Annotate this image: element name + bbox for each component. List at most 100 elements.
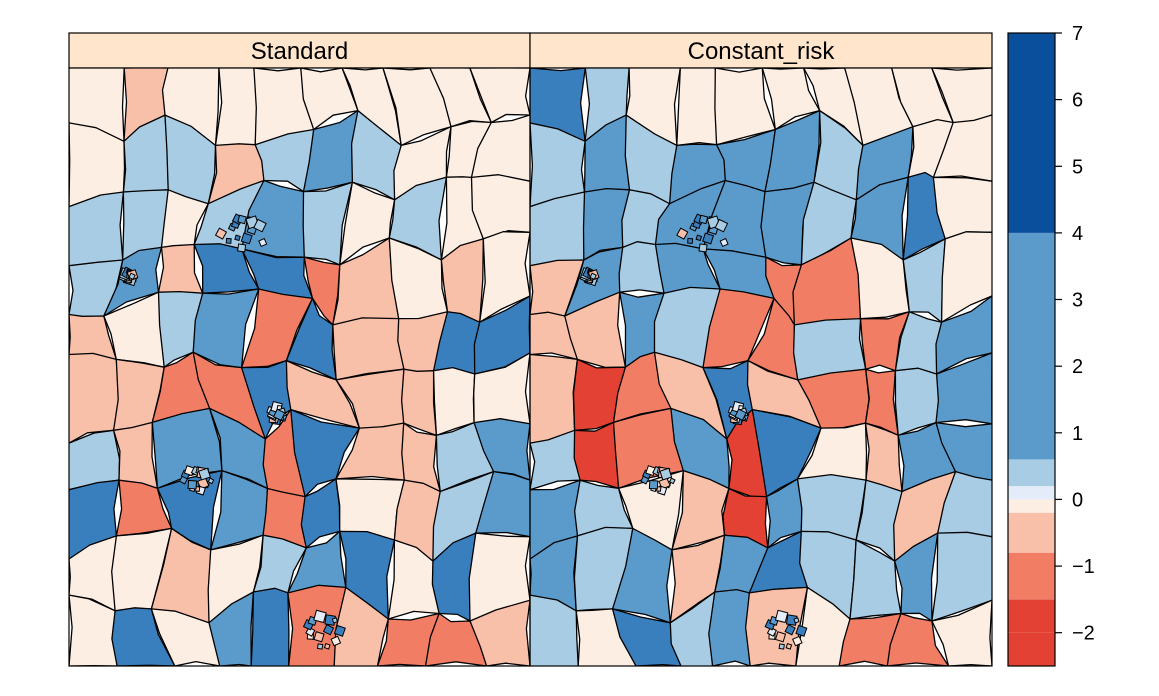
map-urban-tract-constant-risk <box>659 467 673 481</box>
color-key-band <box>1008 459 1055 487</box>
map-region-constant-risk <box>530 353 579 444</box>
map-region-standard <box>470 174 530 240</box>
color-key-tick-label: −2 <box>1072 623 1095 645</box>
color-key-tick-label: 7 <box>1072 23 1083 45</box>
map-region-constant-risk <box>932 114 992 182</box>
map-region-standard <box>473 295 530 375</box>
color-key-tick-label: 6 <box>1072 90 1083 112</box>
map-region-standard <box>287 584 347 666</box>
map-region-constant-risk <box>937 470 992 538</box>
map-region-constant-risk <box>795 586 851 666</box>
map-region-standard <box>69 352 121 444</box>
color-key-band <box>1008 599 1055 633</box>
map-region-standard <box>468 532 530 622</box>
map-region-standard <box>250 587 290 666</box>
map-urban-tract-standard <box>272 408 286 421</box>
color-key-tick-label: 0 <box>1072 489 1083 511</box>
map-urban-tract-standard <box>322 624 335 636</box>
color-key-band <box>1008 512 1055 553</box>
panel-title-constant-risk: Constant_risk <box>688 38 836 65</box>
map-region-constant-risk <box>744 586 809 666</box>
map-urban-tract-standard <box>237 214 247 225</box>
map-region-standard <box>111 607 176 666</box>
map-urban-tract-standard <box>207 477 215 485</box>
map-urban-tract-standard <box>187 479 198 490</box>
map-region-constant-risk <box>931 531 992 622</box>
color-key-band <box>1008 632 1055 666</box>
map-urban-tract-standard <box>240 232 253 245</box>
map-urban-tract-constant-risk <box>668 477 676 485</box>
map-urban-tract-constant-risk <box>793 617 800 624</box>
map-urban-tract-standard <box>258 237 268 248</box>
map-region-standard <box>376 612 440 666</box>
color-key-tick-label: 3 <box>1072 290 1083 312</box>
color-key: 7 6 5 4 3 2 1 0 −1 −2 <box>1007 23 1095 667</box>
map-urban-tract-constant-risk <box>589 272 597 281</box>
map-region-standard <box>469 68 530 124</box>
map-region-constant-risk <box>611 608 682 666</box>
map-constant-risk <box>530 68 992 666</box>
color-key-band <box>1008 33 1055 233</box>
map-standard <box>69 68 530 666</box>
color-key-tick-label: 5 <box>1072 156 1083 178</box>
map-urban-tract-constant-risk <box>778 643 785 650</box>
color-key-tick-label: 2 <box>1072 356 1083 378</box>
map-region-standard <box>150 608 221 666</box>
map-urban-tract-constant-risk <box>648 479 659 490</box>
map-urban-tract-standard <box>237 243 247 253</box>
map-region-standard <box>208 591 255 666</box>
map-region-constant-risk <box>669 591 716 666</box>
map-urban-tract-standard <box>330 635 342 647</box>
map-region-standard <box>479 231 530 323</box>
map-urban-tract-standard <box>313 609 327 624</box>
color-key-tick-label: −1 <box>1072 556 1095 578</box>
map-urban-tract-standard <box>305 626 316 637</box>
map-region-constant-risk <box>931 599 992 666</box>
map-region-standard <box>475 470 530 538</box>
map-urban-tract-standard <box>333 624 346 637</box>
color-key-band <box>1008 232 1055 460</box>
map-urban-tract-constant-risk <box>698 214 709 225</box>
map-urban-tract-standard <box>323 642 331 650</box>
map-urban-tract-constant-risk <box>698 243 708 253</box>
map-region-constant-risk <box>940 231 992 323</box>
map-urban-tract-constant-risk <box>687 237 694 244</box>
map-region-constant-risk <box>886 612 950 666</box>
map-urban-tract-standard <box>331 617 339 624</box>
map-urban-tract-constant-risk <box>714 218 729 233</box>
map-region-standard <box>473 352 530 429</box>
map-urban-tract-constant-risk <box>784 624 796 636</box>
map-region-constant-risk <box>796 473 867 541</box>
map-region-standard <box>424 612 488 666</box>
map-region-constant-risk <box>935 295 992 375</box>
map-region-constant-risk <box>931 68 992 124</box>
color-key-band <box>1008 499 1055 513</box>
map-urban-tract-constant-risk <box>695 234 703 242</box>
map-region-standard <box>473 418 530 481</box>
map-urban-tract-standard <box>214 227 228 240</box>
map-urban-tract-constant-risk <box>795 624 808 637</box>
map-urban-tract-constant-risk <box>791 635 803 647</box>
map-region-constant-risk <box>932 176 992 240</box>
color-key-tick-label: 1 <box>1072 423 1083 445</box>
color-key-band <box>1008 552 1055 600</box>
map-region-standard <box>69 594 118 666</box>
map-region-standard <box>470 114 530 182</box>
map-urban-tract-constant-risk <box>702 232 715 245</box>
map-region-constant-risk <box>935 352 992 425</box>
map-urban-tract-standard <box>253 218 267 233</box>
map-urban-tract-standard <box>234 234 241 242</box>
panel-frame-constant-risk <box>529 67 993 667</box>
map-urban-tract-constant-risk <box>774 631 787 643</box>
color-key-frame <box>1007 32 1056 667</box>
map-region-constant-risk <box>530 594 579 666</box>
color-key-band <box>1008 486 1055 500</box>
map-urban-tract-standard <box>225 237 232 244</box>
map-urban-tract-constant-risk <box>785 643 793 650</box>
map-region-standard <box>112 421 159 490</box>
color-key-tick-label: 4 <box>1072 223 1083 245</box>
map-region-constant-risk <box>676 68 718 147</box>
map-urban-tract-constant-risk <box>774 609 789 624</box>
map-region-constant-risk <box>838 612 902 666</box>
